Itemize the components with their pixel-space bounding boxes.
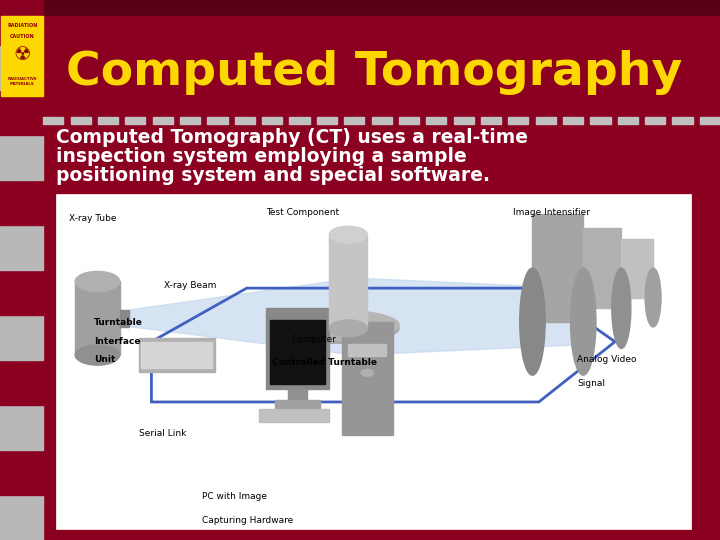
Text: Analog Video: Analog Video [577, 355, 636, 364]
Bar [583, 228, 621, 308]
Text: Turntable: Turntable [94, 318, 143, 327]
Bar [0, 495, 43, 540]
Bar [56, 194, 691, 529]
Ellipse shape [329, 226, 367, 243]
Ellipse shape [570, 268, 596, 375]
Text: Unit: Unit [94, 355, 116, 364]
Text: PC with Image: PC with Image [202, 492, 267, 501]
Bar [672, 117, 693, 124]
Bar [43, 117, 63, 124]
Bar [590, 117, 611, 124]
Bar [426, 117, 446, 124]
Bar [348, 345, 387, 356]
Bar [120, 310, 129, 327]
Text: Signal: Signal [577, 379, 605, 388]
Text: inspection system employing a sample: inspection system employing a sample [56, 147, 467, 166]
Bar [259, 409, 329, 422]
Bar [0, 180, 43, 225]
Bar [700, 117, 720, 124]
Bar [342, 322, 392, 435]
Bar [75, 281, 120, 355]
Bar [329, 234, 367, 328]
Ellipse shape [520, 268, 545, 375]
Text: ☢: ☢ [14, 45, 31, 64]
Bar [481, 117, 501, 124]
Bar [454, 117, 474, 124]
Text: RADIATION: RADIATION [7, 23, 37, 28]
Bar [235, 117, 255, 124]
Text: X-ray Tube: X-ray Tube [69, 214, 117, 224]
Ellipse shape [272, 310, 399, 340]
Bar [1, 16, 43, 96]
Text: Interface: Interface [94, 337, 141, 346]
Bar [508, 117, 528, 124]
Ellipse shape [361, 369, 374, 376]
Bar [259, 409, 329, 422]
Text: positioning system and special software.: positioning system and special software. [56, 166, 490, 185]
Bar [207, 117, 228, 124]
Polygon shape [355, 278, 577, 355]
Bar [563, 117, 583, 124]
Bar [0, 45, 43, 90]
Bar [43, 16, 720, 118]
Bar [125, 117, 145, 124]
Bar [0, 0, 43, 45]
Text: CAUTION: CAUTION [10, 33, 35, 39]
Bar [71, 117, 91, 124]
Bar [153, 117, 173, 124]
Text: X-ray Beam: X-ray Beam [164, 281, 217, 291]
Bar [262, 117, 282, 124]
Bar [344, 117, 364, 124]
Bar [645, 117, 665, 124]
Text: Computed Tomography: Computed Tomography [66, 50, 683, 96]
Bar [0, 225, 43, 270]
Bar [180, 117, 200, 124]
Bar [0, 270, 43, 315]
Text: Image Intensifier: Image Intensifier [513, 208, 590, 217]
Ellipse shape [272, 313, 399, 343]
Bar [270, 320, 325, 383]
Bar [139, 339, 215, 372]
Ellipse shape [75, 345, 120, 365]
Text: Computed Tomography (CT) uses a real-time: Computed Tomography (CT) uses a real-tim… [56, 128, 528, 147]
Ellipse shape [75, 272, 120, 292]
Bar [0, 135, 43, 180]
Ellipse shape [329, 320, 367, 337]
Text: RADIOACTIVE
MATERIALS: RADIOACTIVE MATERIALS [7, 77, 37, 86]
Bar [141, 342, 212, 368]
Bar [0, 90, 43, 135]
Bar [0, 315, 43, 360]
Ellipse shape [612, 268, 631, 348]
Text: Capturing Hardware: Capturing Hardware [202, 516, 294, 525]
Bar [289, 117, 310, 124]
Bar [536, 117, 556, 124]
Text: Test Component: Test Component [266, 208, 339, 217]
Bar [399, 117, 419, 124]
Text: Controlled Turntable: Controlled Turntable [272, 359, 377, 367]
Ellipse shape [645, 268, 661, 327]
Bar [288, 389, 307, 402]
Bar [0, 405, 43, 450]
Bar [618, 117, 638, 124]
Polygon shape [129, 278, 355, 355]
Bar [317, 117, 337, 124]
Bar [98, 117, 118, 124]
Bar [43, 17, 720, 21]
Bar [0, 0, 720, 16]
Bar [621, 239, 653, 298]
Bar [275, 400, 320, 409]
Text: Computer: Computer [291, 335, 336, 344]
Bar [0, 450, 43, 495]
Text: Serial Link: Serial Link [139, 429, 186, 438]
Bar [532, 214, 583, 322]
Bar [372, 117, 392, 124]
Bar [266, 308, 329, 389]
Bar [0, 360, 43, 405]
